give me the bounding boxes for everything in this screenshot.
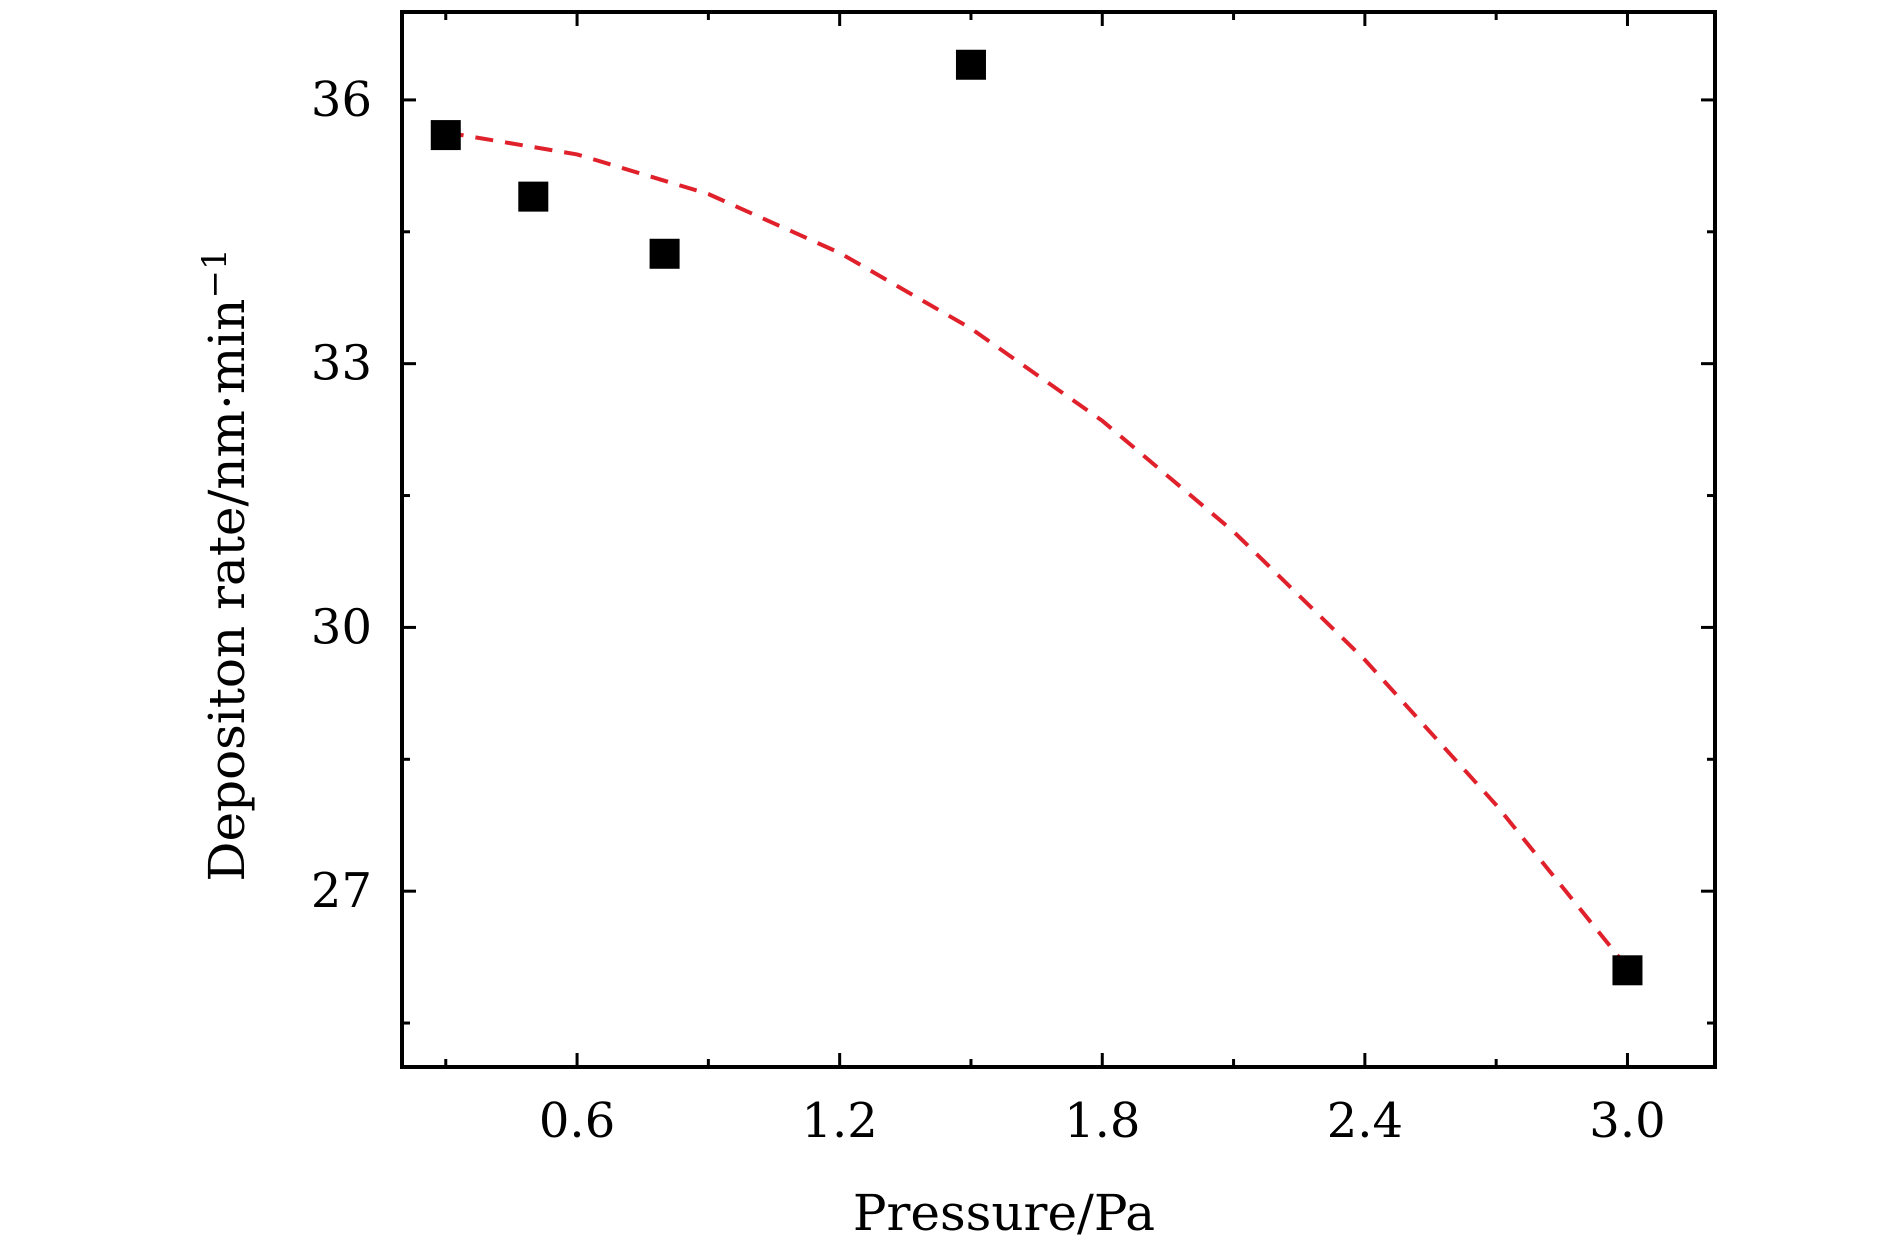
x-tick-label: 2.4 (1327, 1093, 1403, 1149)
x-tick-label: 0.6 (539, 1093, 615, 1149)
data-point (649, 238, 680, 269)
y-axis-title: Depositon rate/nm·min−1 (195, 248, 256, 881)
x-tick-label: 3.0 (1589, 1093, 1665, 1149)
plot-frame (400, 10, 1717, 1069)
points-layer (430, 49, 1643, 986)
x-tick-label: 1.2 (801, 1093, 877, 1149)
data-point (430, 120, 461, 151)
data-point (955, 49, 986, 80)
y-tick-label: 30 (311, 599, 372, 655)
y-tick-label: 33 (311, 336, 372, 392)
ticks-layer (402, 12, 1715, 1067)
fit-layer (445, 130, 1630, 969)
fit-curve (445, 130, 1630, 969)
data-point (1612, 955, 1643, 986)
y-axis-title-exponent: −1 (195, 248, 235, 298)
x-tick-label: 1.8 (1064, 1093, 1140, 1149)
labels-layer: 0.6 1.2 1.8 2.4 3.0 27 30 33 36 (311, 72, 1666, 1149)
y-tick-label: 27 (311, 863, 372, 919)
x-axis-title: Pressure/Pa (853, 1184, 1155, 1242)
y-axis-title-main: Depositon rate/nm·min (198, 299, 256, 882)
data-point (518, 181, 549, 212)
y-tick-label: 36 (311, 72, 372, 128)
